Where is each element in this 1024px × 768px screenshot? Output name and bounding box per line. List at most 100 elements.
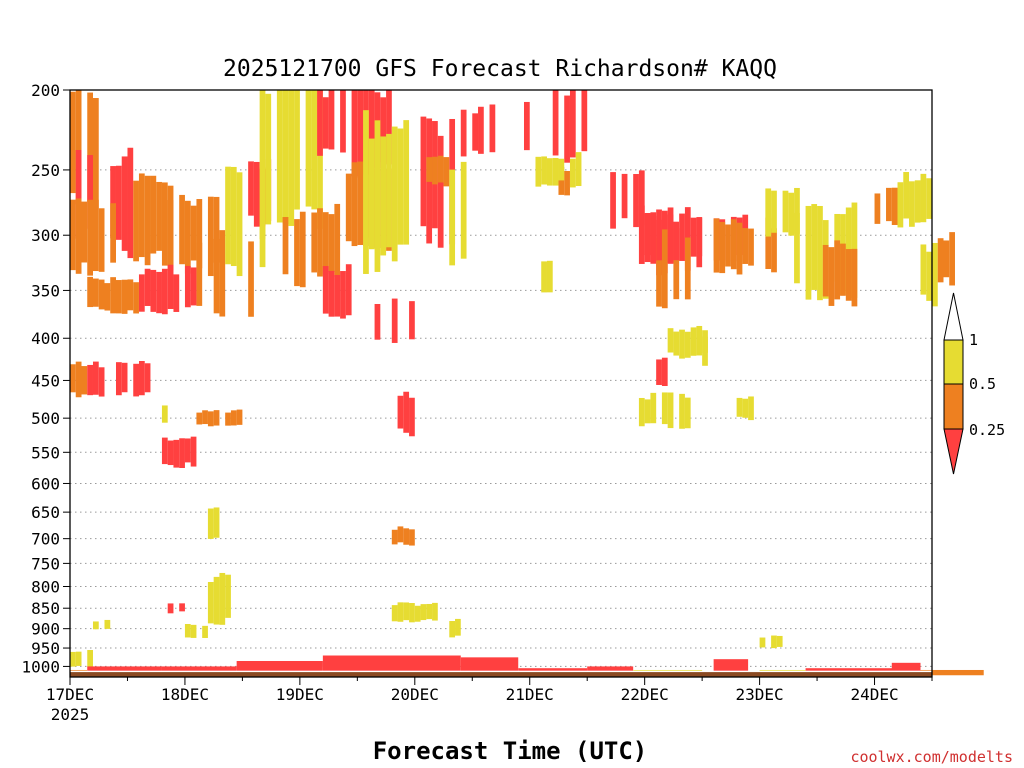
heatmap-cell	[569, 90, 576, 158]
heatmap-cell	[190, 624, 197, 638]
heatmap-cell	[317, 90, 323, 156]
heatmap-cell	[684, 237, 691, 300]
heatmap-cell	[190, 205, 197, 261]
heatmap-cell	[541, 261, 547, 293]
heatmap-cell	[730, 219, 737, 270]
heatmap-cell	[391, 126, 398, 262]
heatmap-cell	[690, 327, 697, 356]
heatmap-cell	[368, 90, 375, 176]
heatmap-cell	[87, 650, 93, 667]
heatmap-cell	[282, 217, 289, 275]
heatmap-cell	[569, 158, 576, 188]
heatmap-cell	[943, 240, 950, 278]
heatmap-cell	[230, 166, 237, 267]
heatmap-cell	[546, 158, 553, 186]
heatmap-cell	[213, 410, 220, 426]
heatmap-cell	[702, 336, 708, 366]
y-tick-label: 750	[31, 554, 60, 573]
heatmap-cell	[667, 392, 674, 429]
heatmap-cell	[409, 529, 415, 546]
credit-link[interactable]: coolwx.com/modelts	[850, 748, 1013, 766]
heatmap-cell	[644, 213, 651, 256]
heatmap-cell	[93, 199, 99, 272]
y-tick-label: 350	[31, 281, 60, 300]
heatmap-cell	[357, 90, 364, 178]
heatmap-cell	[926, 251, 933, 301]
heatmap-cell	[184, 624, 191, 638]
heatmap-cell	[897, 182, 904, 228]
heatmap-cell	[403, 602, 410, 621]
heatmap-cell	[230, 410, 237, 426]
heatmap-cell	[650, 215, 657, 262]
x-axis-ticks: 17DEC 18DEC 19DEC 20DEC 21DEC 22DEC 23DEC 24DEC	[46, 677, 933, 704]
heatmap-cell	[397, 526, 404, 543]
heatmap-cell	[334, 275, 341, 317]
heatmap-cell	[771, 228, 777, 273]
heatmap-cell	[432, 156, 438, 185]
heatmap-cell	[736, 397, 743, 417]
heatmap-cell	[207, 411, 214, 427]
heatmap-cell	[328, 90, 335, 150]
heatmap-cell	[679, 329, 685, 359]
heatmap-cell	[161, 437, 168, 465]
heatmap-cell	[391, 529, 398, 545]
heatmap-cell	[81, 201, 88, 263]
heatmap-cell	[403, 391, 410, 433]
heatmap-cell	[903, 172, 910, 219]
heatmap-cell	[138, 361, 145, 396]
heatmap-cell	[644, 399, 651, 424]
heatmap-cell	[834, 240, 841, 300]
heatmap-cell	[656, 237, 662, 307]
heatmap-cell	[322, 266, 329, 314]
heatmap-cell	[742, 398, 749, 418]
heatmap-cell	[87, 155, 93, 229]
heatmap-cell	[184, 265, 191, 308]
heatmap-cell	[225, 574, 231, 618]
heatmap-cell	[667, 214, 674, 263]
heatmap-cell	[391, 605, 398, 622]
heatmap-cell	[420, 116, 427, 227]
heatmap-cell	[403, 120, 410, 245]
heatmap-cell	[684, 397, 691, 429]
heatmap-cell	[351, 90, 358, 177]
x-tick-label: 18DEC	[161, 685, 209, 704]
heatmap-cell	[184, 438, 191, 463]
heatmap-cell	[196, 412, 203, 425]
heatmap-cell	[70, 651, 76, 667]
heatmap-cell	[937, 238, 944, 283]
heatmap-cell	[409, 397, 415, 437]
heatmap-cell	[851, 248, 858, 307]
heatmap-cell	[472, 113, 479, 151]
heatmap-cell	[403, 528, 410, 545]
heatmap-cell	[650, 392, 657, 424]
surface-band	[920, 669, 984, 676]
heatmap-cell	[771, 190, 777, 233]
legend-swatch-05-1	[943, 339, 964, 385]
legend-swatch-025-05	[943, 383, 964, 430]
heatmap-cell	[357, 161, 364, 245]
heatmap-cell	[638, 170, 645, 226]
plot-frame	[69, 89, 933, 678]
y-tick-label: 650	[31, 503, 60, 522]
heatmap-cell	[805, 205, 812, 300]
heatmap-cell	[340, 90, 346, 153]
heatmap-cell	[949, 232, 955, 286]
heatmap-cell	[460, 161, 467, 259]
heatmap-cell	[397, 602, 404, 622]
heatmap-cell	[552, 90, 559, 156]
heatmap-cell	[690, 217, 697, 257]
heatmap-cells	[70, 90, 955, 667]
heatmap-cell	[156, 181, 162, 251]
heatmap-cell	[93, 98, 99, 209]
heatmap-cell	[765, 188, 772, 237]
y-tick-label: 950	[31, 639, 60, 658]
heatmap-cell	[673, 228, 680, 300]
heatmap-cell	[144, 363, 151, 393]
heatmap-cell	[541, 156, 547, 185]
heatmap-cell	[328, 214, 335, 272]
heatmap-cell	[409, 603, 415, 623]
heatmap-cell	[684, 331, 691, 358]
heatmap-cell	[167, 440, 174, 466]
x-axis-label: Forecast Time (UTC)	[373, 737, 648, 765]
